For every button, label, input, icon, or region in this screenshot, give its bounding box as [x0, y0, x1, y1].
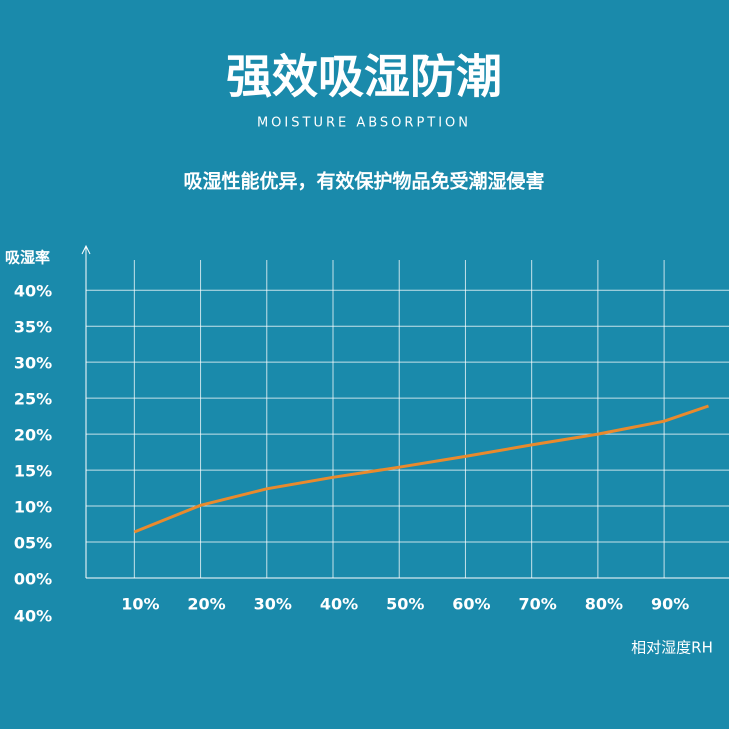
subtitle: MOISTURE ABSORPTION: [257, 116, 471, 131]
y-tick-label: 35%: [14, 318, 52, 337]
y-tick-label: 05%: [14, 534, 52, 553]
x-tick-label: 40%: [320, 595, 358, 614]
tagline: 吸湿性能优异，有效保护物品免受潮湿侵害: [183, 170, 544, 193]
x-tick-label: 20%: [187, 595, 225, 614]
x-tick-label: 10%: [121, 595, 159, 614]
y-tick-label: 20%: [14, 426, 52, 445]
x-tick-label: 50%: [386, 595, 424, 614]
x-tick-label: 80%: [585, 595, 623, 614]
annotation: 40%: [14, 607, 52, 626]
y-axis-arrow: [81, 244, 91, 255]
y-tick-label: 15%: [14, 462, 52, 481]
y-tick-label: 10%: [14, 498, 52, 517]
y-tick-label: 30%: [14, 354, 52, 373]
data-line: [133, 404, 709, 534]
y-axis-title: 吸湿率: [5, 249, 50, 267]
x-tick-label: 30%: [254, 595, 292, 614]
x-tick-label: 60%: [452, 595, 490, 614]
x-axis-title: 相对湿度RH: [631, 639, 713, 657]
x-tick-label: 90%: [651, 595, 689, 614]
y-tick-label: 00%: [14, 570, 52, 589]
x-tick-label: 70%: [519, 595, 557, 614]
chart-title: 强效吸湿防潮: [226, 50, 502, 104]
y-tick-label: 40%: [14, 282, 52, 301]
y-tick-label: 25%: [14, 390, 52, 409]
